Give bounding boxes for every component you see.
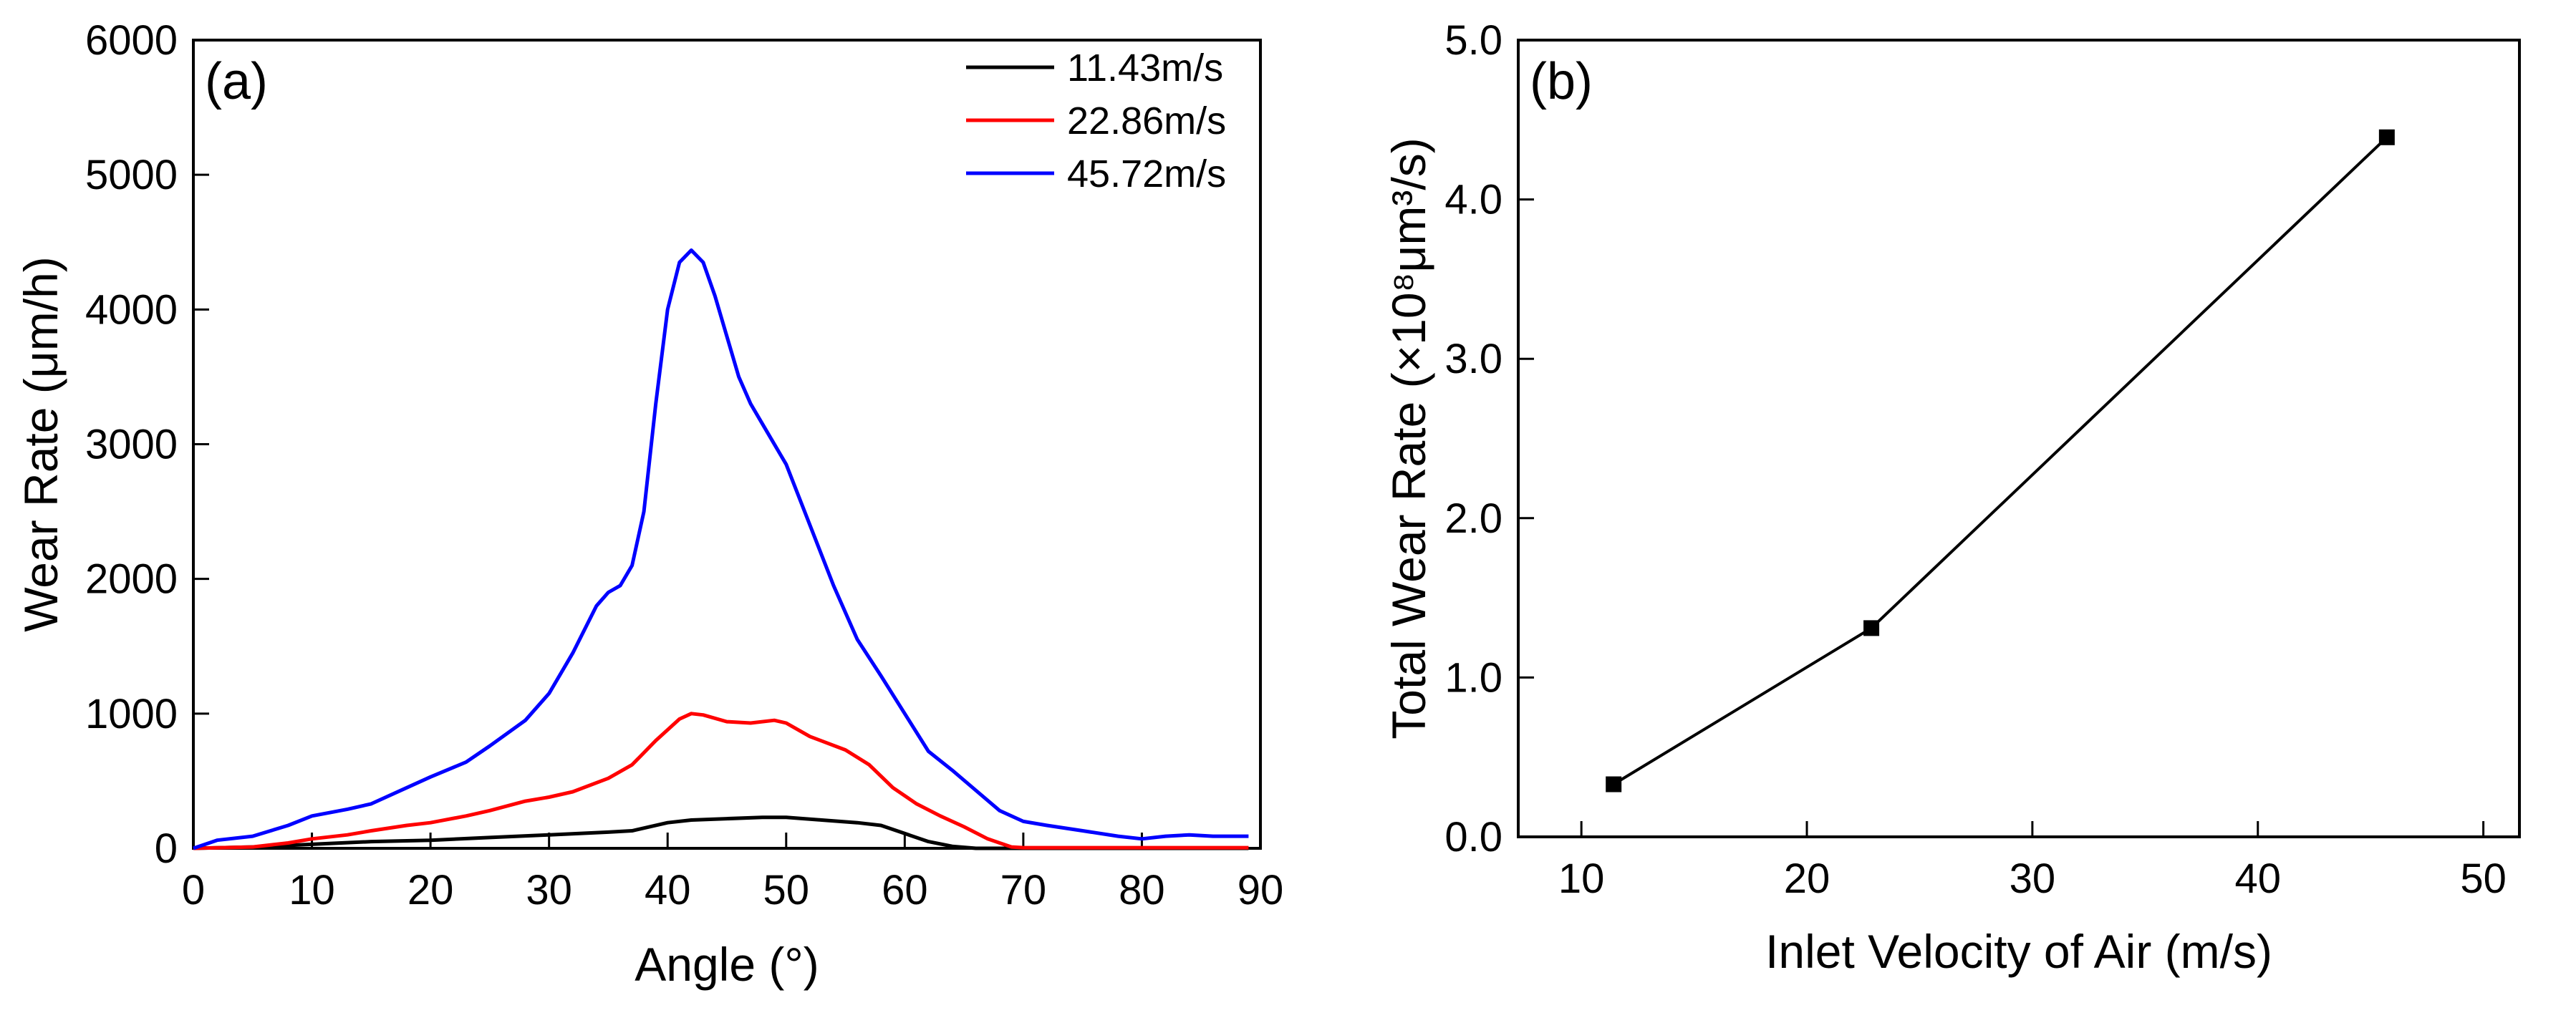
chart-b: 10 20 30 40 50 0.0 1.0 2.0 3.0 4.0 5.0 Inlet Veloci… [1382, 17, 2521, 978]
x-tick-label: 30 [2010, 855, 2056, 902]
y-tick-label: 0.0 [1444, 814, 1502, 860]
x-tick-label: 90 [1238, 867, 1284, 913]
x-tick-label: 50 [2460, 855, 2507, 902]
series-line-45-72m-s [193, 248, 1249, 850]
data-point [2378, 129, 2395, 145]
chart-a: 0 10 20 30 40 50 60 70 80 90 0 1000 2000 3000 4000 5000… [14, 17, 1283, 991]
y-tick-label: 0 [155, 825, 178, 872]
plot-frame [1517, 39, 2521, 838]
x-tick-label: 60 [882, 867, 928, 913]
data-point [1863, 620, 1880, 636]
x-axis-title: Angle (°) [635, 938, 819, 991]
y-tick-label: 3000 [85, 422, 178, 468]
x-tick-label: 40 [2234, 855, 2281, 902]
y-tick-label: 4.0 [1444, 177, 1502, 223]
x-tick-label: 30 [526, 867, 572, 913]
x-tick-label: 0 [182, 867, 205, 913]
panel-label: (b) [1530, 53, 1593, 110]
x-axis-title: Inlet Velocity of Air (m/s) [1765, 925, 2272, 978]
y-tick-label: 1000 [85, 691, 178, 737]
series-line-22-86m-s [193, 712, 1249, 850]
x-tick-label: 10 [1558, 855, 1605, 902]
series-line-11-43m-s [193, 815, 1249, 850]
y-tick-label: 4000 [85, 286, 178, 333]
y-tick-label: 1.0 [1444, 654, 1502, 701]
y-tick-label: 2.0 [1444, 495, 1502, 542]
x-tick-label: 10 [289, 867, 335, 913]
x-tick-label: 20 [1784, 855, 1830, 902]
x-tick-label: 40 [645, 867, 691, 913]
x-tick-label: 20 [407, 867, 454, 913]
x-tick-label: 50 [763, 867, 810, 913]
y-tick-label: 5000 [85, 152, 178, 198]
series-line-total-wear-rate [1613, 136, 2388, 786]
y-axis-title: Total Wear Rate (×10⁸μm³/s) [1382, 137, 1435, 739]
y-tick-label: 6000 [85, 17, 178, 64]
legend-label: 22.86m/s [1067, 100, 1226, 142]
y-tick-label: 5.0 [1444, 17, 1502, 64]
data-point [1606, 776, 1622, 792]
y-tick-label: 2000 [85, 556, 178, 603]
legend-label: 11.43m/s [1067, 47, 1223, 89]
x-tick-label: 70 [1000, 867, 1047, 913]
x-tick-label: 80 [1119, 867, 1165, 913]
legend-label: 45.72m/s [1067, 152, 1226, 195]
y-tick-label: 3.0 [1444, 336, 1502, 382]
panel-label: (a) [205, 53, 268, 110]
y-axis-title: Wear Rate (μm/h) [14, 256, 67, 632]
